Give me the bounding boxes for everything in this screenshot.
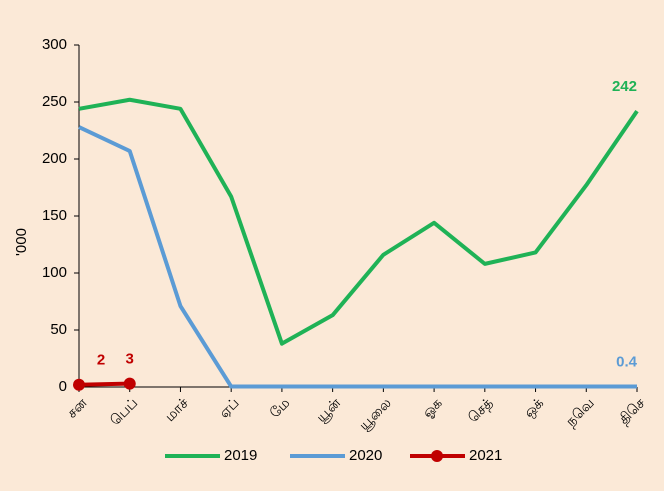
y-axis-label: '000 — [13, 228, 30, 256]
legend-label: 2020 — [349, 447, 382, 464]
series-line — [78, 97, 639, 346]
data-label: 3 — [126, 351, 134, 368]
data-label: 2 — [97, 352, 105, 369]
series-line — [78, 125, 637, 389]
data-label: 242 — [612, 78, 637, 95]
y-tick-label: 200 — [42, 150, 67, 167]
legend-label: 2021 — [469, 447, 502, 464]
y-tick-label: 100 — [42, 264, 67, 281]
y-tick-label: 0 — [59, 378, 67, 395]
series-line — [78, 381, 130, 387]
data-label: 0.4 — [616, 354, 638, 371]
series-marker — [73, 378, 85, 391]
series-marker — [123, 377, 136, 390]
y-tick-label: 50 — [50, 321, 67, 338]
y-tick-label: 250 — [42, 93, 67, 110]
y-tick-label: 150 — [42, 207, 67, 224]
y-tick-label: 300 — [42, 36, 67, 53]
legend-marker — [431, 450, 443, 462]
legend-label: 2019 — [224, 447, 257, 464]
